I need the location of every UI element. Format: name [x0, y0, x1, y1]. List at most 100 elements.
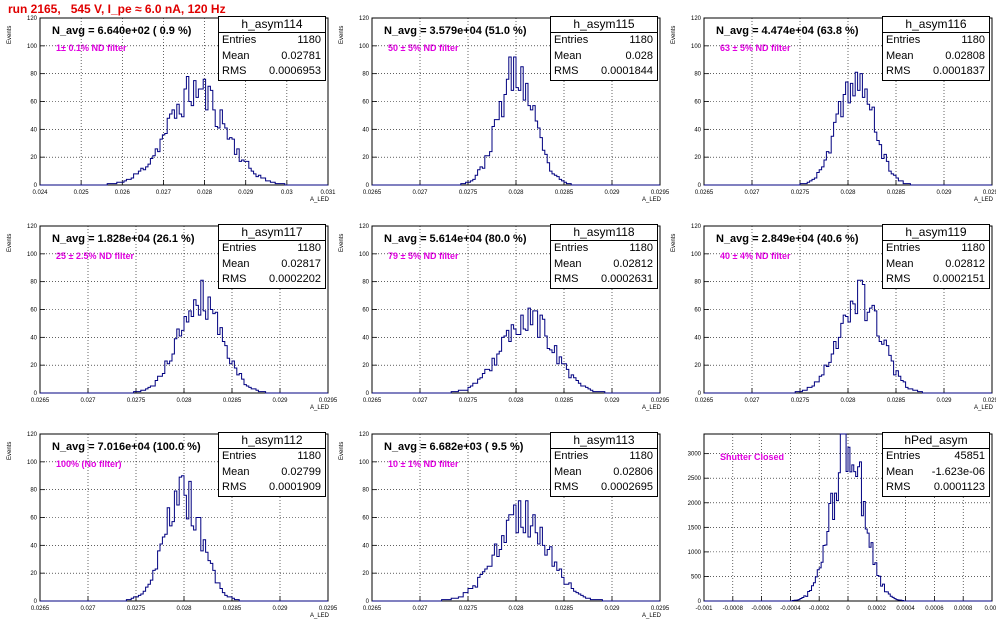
- histogram-bin: [499, 550, 501, 601]
- histogram-bin: [530, 110, 532, 185]
- stats-value: 0.0001837: [933, 64, 985, 80]
- histogram-bin: [884, 592, 886, 601]
- y-tick-label: 100: [691, 252, 702, 258]
- stats-value: 0.0002202: [269, 272, 321, 288]
- x-tick-label: 0.0265: [31, 398, 50, 404]
- stats-label: Entries: [886, 449, 920, 465]
- stats-value: 45851: [954, 449, 985, 465]
- histogram-bin: [547, 550, 549, 601]
- x-tick-label: 0.029: [272, 606, 288, 612]
- histogram-bin: [177, 505, 179, 601]
- filter-note: 10 ± 1% ND filter: [388, 459, 458, 469]
- y-tick-label: 120: [27, 224, 38, 230]
- y-tick-label: 40: [30, 335, 37, 341]
- filter-note: 25 ± 2.5% ND filter: [56, 251, 134, 261]
- y-tick-label: 40: [30, 543, 37, 549]
- histogram-panel: 0.02650.0270.02750.0280.02850.0290.02950…: [664, 14, 994, 220]
- histogram-bin: [862, 97, 864, 185]
- x-tick-label: 0.0275: [791, 190, 810, 196]
- x-tick-label: 0.025: [74, 190, 90, 196]
- histogram-bin: [873, 565, 875, 601]
- histogram-bin: [846, 316, 848, 393]
- stats-label: Entries: [554, 241, 588, 257]
- stats-label: RMS: [554, 480, 578, 496]
- x-tick-label: 0.0265: [31, 606, 50, 612]
- y-tick-label: 40: [694, 335, 701, 341]
- histogram-bin: [829, 153, 831, 185]
- y-tick-label: 100: [359, 460, 370, 466]
- histogram-bin: [884, 340, 886, 393]
- y-tick-label: 2500: [688, 476, 702, 482]
- histogram-bin: [480, 378, 482, 393]
- stats-label: RMS: [554, 64, 578, 80]
- stats-label: Entries: [886, 33, 920, 49]
- x-tick-label: 0.0275: [791, 398, 810, 404]
- n-avg-headline: N_avg = 1.828e+04 (26.1 %): [52, 233, 194, 245]
- stats-value: 0.02817: [281, 257, 321, 273]
- x-tick-label: 0.028: [840, 190, 856, 196]
- x-tick-label: 0.0285: [223, 398, 242, 404]
- y-tick-label: 40: [30, 127, 37, 133]
- histogram-bin: [581, 386, 583, 393]
- x-tick-label: 0.026: [115, 190, 131, 196]
- x-tick-label: 0.0265: [363, 190, 382, 196]
- n-avg-headline: N_avg = 6.682e+03 ( 9.5 %): [384, 441, 523, 453]
- stats-value: 1180: [297, 33, 321, 49]
- y-tick-label: 0: [698, 599, 702, 605]
- histogram-bin: [227, 139, 229, 185]
- stats-box-title: h_asym117: [219, 225, 325, 241]
- histogram-bin: [172, 522, 174, 601]
- stats-label: Entries: [222, 241, 256, 257]
- histogram-bin: [162, 537, 164, 601]
- y-axis-label: Events: [339, 234, 345, 252]
- stats-value: 0.0006953: [269, 64, 321, 80]
- stats-box-title: h_asym119: [883, 225, 989, 241]
- x-axis-label: A_LED: [642, 197, 661, 203]
- histogram-bin: [861, 516, 863, 601]
- histogram-bin: [836, 114, 838, 185]
- histogram-bin: [550, 350, 552, 393]
- x-tick-label: 0.0275: [459, 606, 478, 612]
- y-tick-label: 100: [359, 252, 370, 258]
- histogram-bin: [158, 152, 160, 185]
- stats-label: Entries: [886, 241, 920, 257]
- filter-note: 40 ± 4% ND filter: [720, 251, 790, 261]
- histogram-bin: [511, 515, 513, 601]
- stats-value: 1180: [961, 33, 985, 49]
- n-avg-headline: N_avg = 4.474e+04 (63.8 %): [716, 25, 858, 37]
- y-tick-label: 60: [362, 100, 369, 106]
- histogram-bin: [882, 344, 884, 393]
- stats-label: Mean: [554, 49, 582, 65]
- stats-value: 0.02806: [613, 465, 653, 481]
- histogram-bin: [227, 597, 229, 601]
- x-tick-label: 0.029: [936, 190, 952, 196]
- histogram-bin: [256, 177, 258, 185]
- y-tick-label: 120: [359, 16, 370, 22]
- y-axis-label: Events: [671, 234, 677, 252]
- histogram-bin: [490, 371, 492, 393]
- y-tick-label: 20: [694, 363, 701, 369]
- histogram-bin: [856, 477, 858, 601]
- histogram-bin: [201, 89, 203, 185]
- histogram-bin: [170, 361, 172, 393]
- stats-label: RMS: [886, 272, 910, 288]
- histogram-bin: [535, 121, 537, 185]
- histogram-bin: [908, 389, 910, 393]
- x-tick-label: 0.0265: [363, 606, 382, 612]
- histogram-bin: [213, 314, 215, 393]
- y-tick-label: 20: [30, 571, 37, 577]
- y-tick-label: 100: [27, 460, 38, 466]
- x-tick-label: 0.029: [604, 606, 620, 612]
- y-axis-label: Events: [7, 26, 13, 44]
- histogram-bin: [497, 556, 499, 601]
- x-tick-label: -0.0006: [751, 606, 772, 612]
- stats-row-mean: Mean-1.623e-06: [883, 465, 989, 481]
- histogram-bin: [854, 472, 856, 601]
